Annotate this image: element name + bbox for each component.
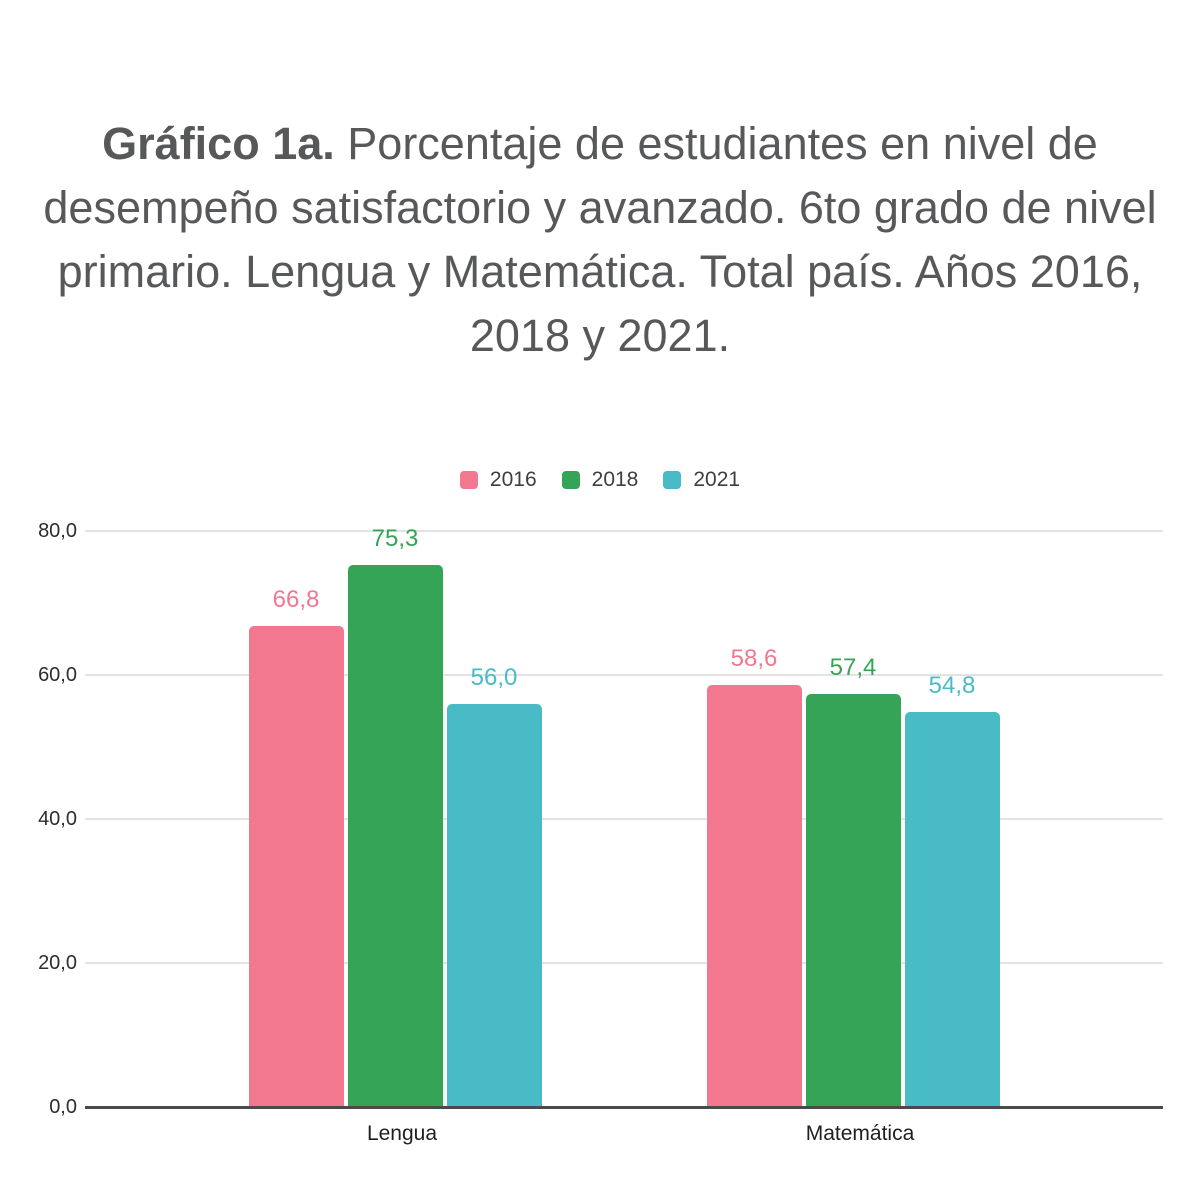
legend-item-2018: 2018 (561, 468, 639, 492)
gridline-80 (85, 530, 1163, 532)
legend-label-2018: 2018 (591, 468, 639, 491)
bar-value-2018-Lengua: 75,3 (371, 524, 419, 552)
y-tick-label-0: 0,0 (49, 1096, 77, 1118)
category-label-Matemática: Matemática (805, 1122, 915, 1145)
y-tick-label-20: 20,0 (38, 952, 77, 974)
gridline-40 (85, 818, 1163, 820)
x-axis-line (85, 1106, 1163, 1109)
legend-swatch-2016 (459, 471, 478, 489)
chart-title-text: Gráfico 1a. Porcentaje de estudiantes en… (40, 112, 1160, 368)
y-tick-label-60: 60,0 (38, 664, 77, 686)
bar-2018-Matemática (805, 693, 901, 1107)
chart-title-line2: de desempeño satisfactorio y avanzado. 6… (43, 118, 1098, 233)
legend-swatch-2018 (561, 471, 580, 489)
bar-2018-Lengua (347, 564, 443, 1107)
bar-2021-Lengua (446, 703, 542, 1107)
bar-2021-Matemática (904, 712, 1000, 1107)
y-tick-label-80: 80,0 (38, 520, 77, 542)
gridline-60 (85, 674, 1163, 676)
legend-item-2021: 2021 (663, 468, 740, 492)
bar-2016-Lengua (248, 626, 344, 1107)
bar-value-2016-Matemática: 58,6 (730, 645, 778, 673)
legend-label-2016: 2016 (489, 468, 537, 491)
bar-value-2018-Matemática: 57,4 (829, 653, 877, 681)
bar-value-2021-Matemática: 54,8 (928, 672, 976, 700)
bar-value-2021-Lengua: 56,0 (470, 663, 518, 691)
chart-title: Gráfico 1a. Porcentaje de estudiantes en… (40, 112, 1160, 368)
chart-title-line1: Porcentaje de estudiantes en nivel (347, 118, 1036, 169)
legend-item-2016: 2016 (459, 468, 537, 492)
chart-title-prefix: Gráfico 1a. (102, 118, 335, 169)
legend-swatch-2021 (663, 471, 682, 489)
gridline-20 (85, 962, 1163, 964)
y-tick-label-40: 40,0 (38, 808, 77, 830)
bar-value-2016-Lengua: 66,8 (272, 586, 320, 614)
category-label-Lengua: Lengua (366, 1122, 438, 1145)
chart-title-line4: Total país. Años 2016, 2018 y 2021. (469, 246, 1143, 361)
legend-label-2021: 2021 (693, 468, 741, 491)
legend: 2016 2018 2021 (0, 468, 1200, 492)
chart-title-line3: grado de nivel primario. Lengua y Matemá… (57, 182, 1157, 297)
bar-2016-Matemática (706, 685, 802, 1107)
